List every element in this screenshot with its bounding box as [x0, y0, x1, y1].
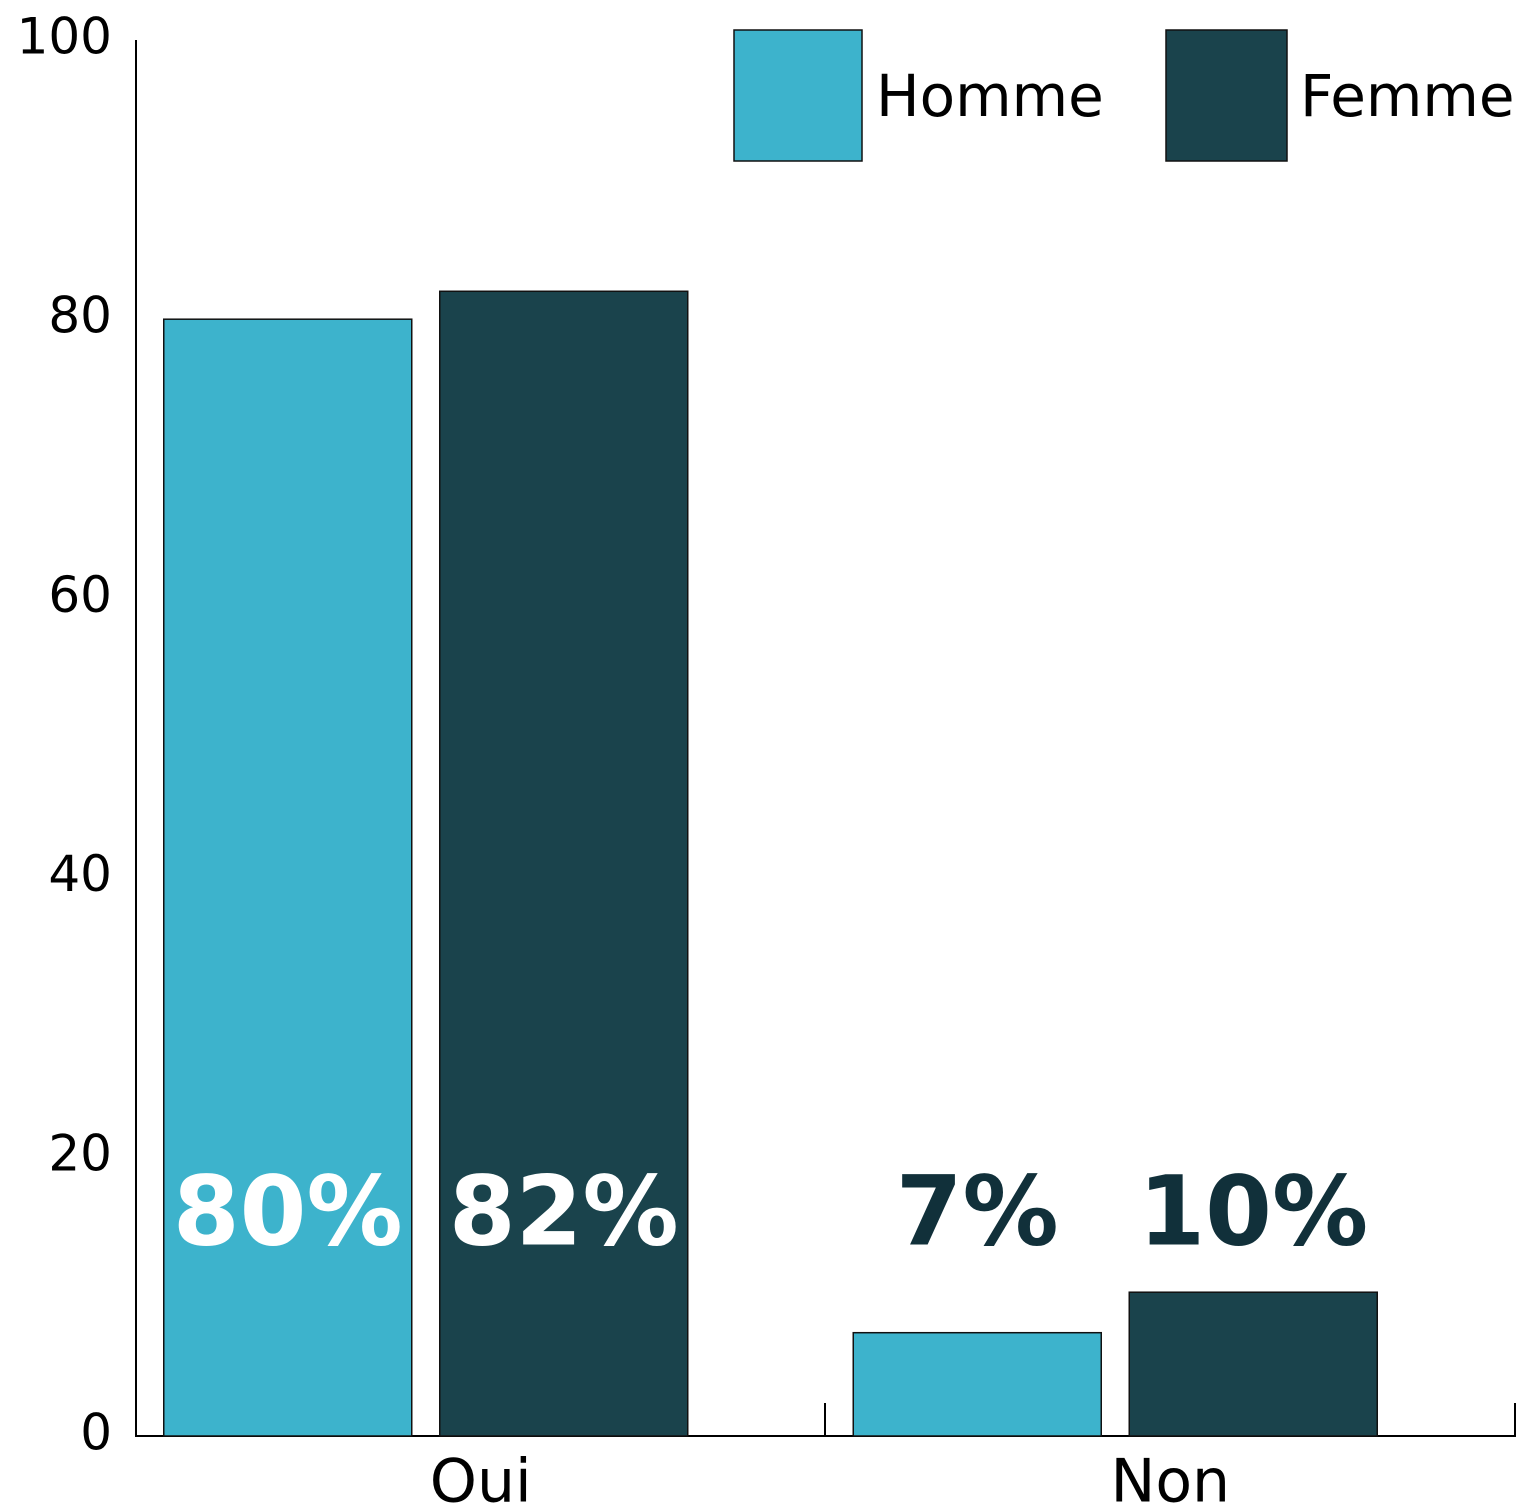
- legend-label: Homme: [876, 62, 1104, 130]
- bar: [439, 290, 689, 1437]
- x-tick-label: Oui: [430, 1447, 532, 1512]
- legend-swatch: [733, 29, 863, 162]
- legend-swatch: [1165, 29, 1288, 162]
- x-tick-label: Non: [1110, 1447, 1230, 1512]
- value-label: 82%: [449, 1155, 679, 1267]
- y-tick-label: 80: [48, 287, 112, 345]
- y-tick-label: 40: [48, 845, 112, 903]
- value-label: 80%: [173, 1155, 403, 1267]
- y-tick-label: 100: [17, 8, 112, 66]
- value-label: 7%: [896, 1155, 1059, 1267]
- value-label: 10%: [1138, 1155, 1368, 1267]
- bar: [163, 318, 413, 1437]
- bar: [1128, 1291, 1378, 1437]
- y-tick-label: 60: [48, 566, 112, 624]
- bar: [852, 1331, 1102, 1437]
- y-tick-label: 0: [80, 1404, 112, 1462]
- y-tick-label: 20: [48, 1124, 112, 1182]
- legend-label: Femme: [1300, 62, 1515, 130]
